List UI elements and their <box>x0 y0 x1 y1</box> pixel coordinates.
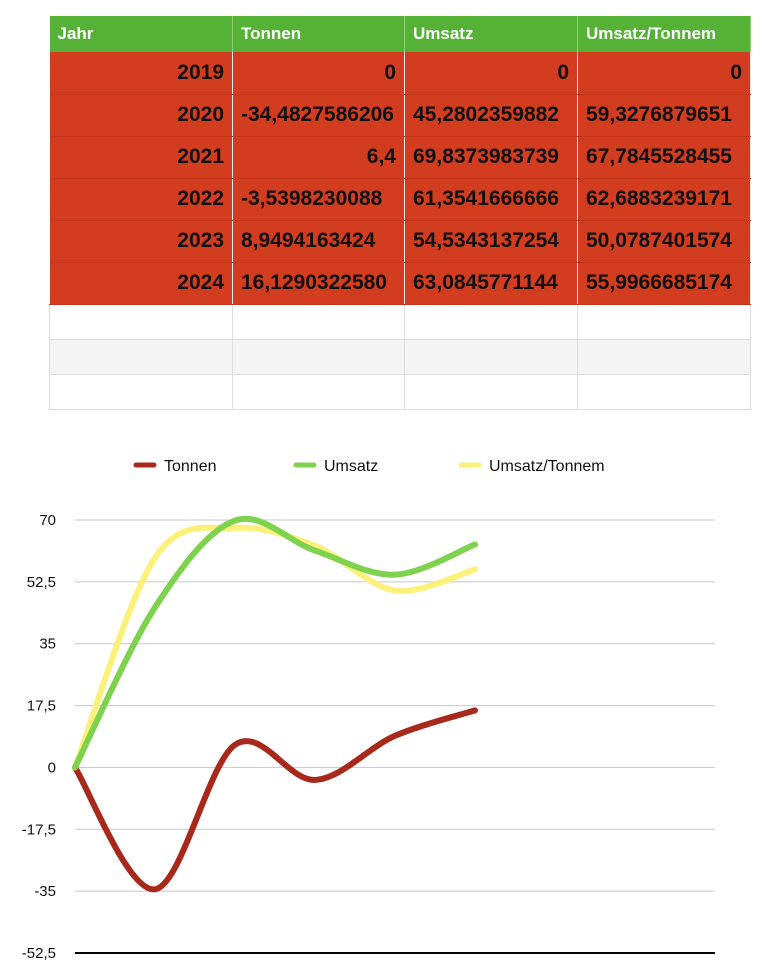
empty-row <box>49 374 751 410</box>
legend-label[interactable]: Umsatz <box>324 458 378 475</box>
y-axis: 70 52,5 35 17,5 0 -17,5 -35 -52,5 <box>22 512 56 960</box>
empty-cell[interactable] <box>232 374 405 410</box>
table-row: 2020 -34,4827586206 45,2802359882 59,327… <box>49 94 751 137</box>
table-cell[interactable]: 50,0787401574 <box>577 220 751 263</box>
empty-cell[interactable] <box>577 339 751 375</box>
series-line-umsatz[interactable] <box>72 515 478 771</box>
table-row: 2024 16,1290322580 63,0845771144 55,9966… <box>49 262 751 305</box>
table-cell[interactable]: -3,5398230088 <box>232 178 405 221</box>
table-cell[interactable]: 0 <box>232 52 405 95</box>
header-row: Jahr Tonnen Umsatz Umsatz/Tonnem <box>49 16 751 52</box>
table-cell[interactable]: 0 <box>404 52 578 95</box>
table-cell[interactable]: 55,9966685174 <box>577 262 751 305</box>
table-cell[interactable]: 2022 <box>49 178 233 221</box>
table-cell[interactable]: 54,5343137254 <box>404 220 578 263</box>
empty-cell[interactable] <box>232 304 405 340</box>
header-cell-jahr[interactable]: Jahr <box>49 16 233 52</box>
table-cell[interactable]: 16,1290322580 <box>232 262 405 305</box>
y-tick-label: 17,5 <box>27 698 56 715</box>
y-tick-label: 70 <box>39 512 56 529</box>
header-cell-tonnen[interactable]: Tonnen <box>232 16 405 52</box>
table-cell[interactable]: 8,9494163424 <box>232 220 405 263</box>
table-cell[interactable]: 2024 <box>49 262 233 305</box>
legend-label[interactable]: Umsatz/Tonnem <box>489 458 605 475</box>
empty-cell[interactable] <box>577 304 751 340</box>
data-table: Jahr Tonnen Umsatz Umsatz/Tonnem 2019 0 … <box>49 16 751 410</box>
table-cell[interactable]: 59,3276879651 <box>577 94 751 137</box>
y-tick-label: 0 <box>48 759 56 776</box>
empty-cell[interactable] <box>49 304 233 340</box>
table-cell[interactable]: 2020 <box>49 94 233 137</box>
empty-cell[interactable] <box>232 339 405 375</box>
y-tick-label: -17,5 <box>22 821 56 838</box>
y-tick-label: 52,5 <box>27 574 56 591</box>
series-line-tonnen[interactable] <box>72 707 478 893</box>
table-cell[interactable]: 45,2802359882 <box>404 94 578 137</box>
table-cell[interactable]: 69,8373983739 <box>404 136 578 179</box>
y-tick-label: -52,5 <box>22 945 56 960</box>
table-cell[interactable]: 0 <box>577 52 751 95</box>
header-cell-umsatz-tonnem[interactable]: Umsatz/Tonnem <box>577 16 751 52</box>
chart-series <box>72 515 478 893</box>
header-cell-umsatz[interactable]: Umsatz <box>404 16 578 52</box>
table-cell[interactable]: 6,4 <box>232 136 405 179</box>
table-cell[interactable]: 2023 <box>49 220 233 263</box>
y-tick-label: -35 <box>34 883 56 900</box>
empty-cell[interactable] <box>404 339 578 375</box>
chart-gridlines <box>75 519 715 954</box>
table-cell[interactable]: 2021 <box>49 136 233 179</box>
empty-row <box>49 304 751 340</box>
table-cell[interactable]: 67,7845528455 <box>577 136 751 179</box>
table-row: 2019 0 0 0 <box>49 52 751 95</box>
table-cell[interactable]: 2019 <box>49 52 233 95</box>
table-cell[interactable]: -34,4827586206 <box>232 94 405 137</box>
empty-cell[interactable] <box>577 374 751 410</box>
y-tick-label: 35 <box>39 636 56 653</box>
line-chart[interactable]: Tonnen Umsatz Umsatz/Tonnem 70 52,5 35 17,5 0 -… <box>0 440 764 960</box>
chart-legend: Tonnen Umsatz Umsatz/Tonnem <box>133 458 605 475</box>
empty-cell[interactable] <box>49 374 233 410</box>
table-row: 2021 6,4 69,8373983739 67,7845528455 <box>49 136 751 179</box>
series-line-umsatz-tonnem[interactable] <box>72 524 478 771</box>
table-row: 2022 -3,5398230088 61,3541666666 62,6883… <box>49 178 751 221</box>
table-cell[interactable]: 61,3541666666 <box>404 178 578 221</box>
empty-cell[interactable] <box>404 374 578 410</box>
table-cell[interactable]: 62,6883239171 <box>577 178 751 221</box>
table-row: 2023 8,9494163424 54,5343137254 50,07874… <box>49 220 751 263</box>
legend-label[interactable]: Tonnen <box>164 458 217 475</box>
empty-cell[interactable] <box>49 339 233 375</box>
empty-cell[interactable] <box>404 304 578 340</box>
table-cell[interactable]: 63,0845771144 <box>404 262 578 305</box>
empty-row <box>49 339 751 375</box>
